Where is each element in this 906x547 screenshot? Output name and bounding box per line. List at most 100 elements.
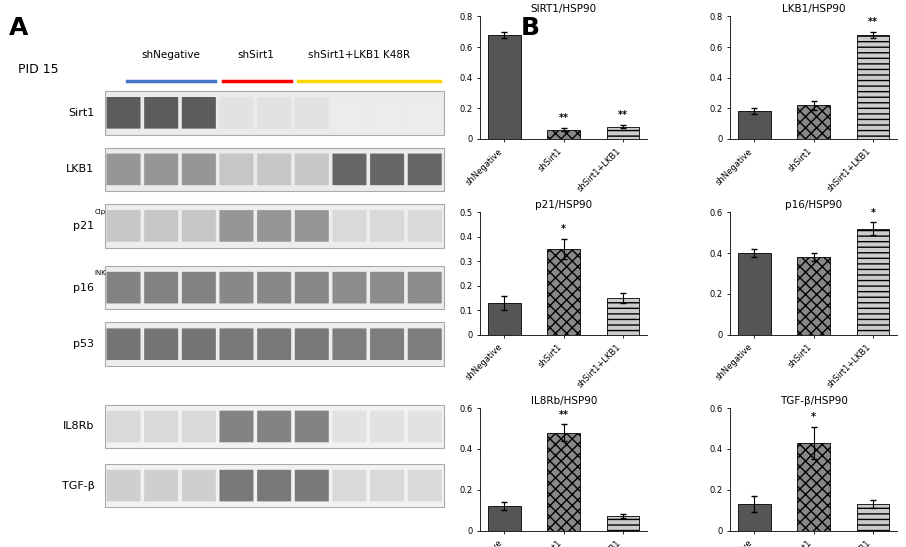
FancyBboxPatch shape (144, 272, 178, 304)
Text: IL8Rb: IL8Rb (63, 422, 94, 432)
FancyBboxPatch shape (107, 328, 140, 360)
FancyBboxPatch shape (333, 328, 366, 360)
FancyBboxPatch shape (257, 154, 291, 185)
FancyBboxPatch shape (257, 328, 291, 360)
FancyBboxPatch shape (182, 272, 216, 304)
FancyBboxPatch shape (107, 210, 140, 242)
FancyBboxPatch shape (219, 210, 254, 242)
FancyBboxPatch shape (107, 470, 140, 502)
Bar (488, 303, 521, 335)
FancyBboxPatch shape (370, 470, 404, 502)
FancyBboxPatch shape (144, 411, 178, 443)
FancyBboxPatch shape (107, 272, 140, 304)
Bar (737, 504, 771, 531)
FancyBboxPatch shape (294, 154, 329, 185)
Bar (607, 126, 640, 139)
FancyBboxPatch shape (408, 470, 442, 502)
FancyBboxPatch shape (219, 272, 254, 304)
FancyBboxPatch shape (107, 154, 140, 185)
Bar (547, 433, 580, 531)
Bar (607, 298, 640, 335)
Text: PID 15: PID 15 (18, 63, 58, 75)
FancyBboxPatch shape (370, 272, 404, 304)
FancyBboxPatch shape (182, 97, 216, 129)
FancyBboxPatch shape (107, 97, 140, 129)
Title: p16/HSP90: p16/HSP90 (786, 200, 843, 210)
FancyBboxPatch shape (257, 411, 291, 443)
Bar (797, 257, 830, 335)
FancyBboxPatch shape (370, 328, 404, 360)
FancyBboxPatch shape (333, 272, 366, 304)
Bar (737, 253, 771, 335)
Text: shSirt1: shSirt1 (237, 50, 275, 60)
Text: TGF-β: TGF-β (62, 481, 94, 491)
FancyBboxPatch shape (182, 210, 216, 242)
FancyBboxPatch shape (294, 97, 329, 129)
FancyBboxPatch shape (105, 405, 444, 449)
Text: **: ** (559, 113, 569, 123)
FancyBboxPatch shape (105, 148, 444, 191)
FancyBboxPatch shape (370, 97, 404, 129)
Text: shNegative: shNegative (141, 50, 200, 60)
FancyBboxPatch shape (144, 210, 178, 242)
Bar (607, 516, 640, 531)
FancyBboxPatch shape (408, 411, 442, 443)
Text: **: ** (868, 17, 878, 27)
Bar (737, 111, 771, 139)
FancyBboxPatch shape (408, 210, 442, 242)
Text: Sirt1: Sirt1 (68, 108, 94, 118)
FancyBboxPatch shape (219, 97, 254, 129)
FancyBboxPatch shape (219, 154, 254, 185)
FancyBboxPatch shape (257, 470, 291, 502)
Bar (547, 130, 580, 139)
Bar (797, 443, 830, 531)
FancyBboxPatch shape (257, 272, 291, 304)
FancyBboxPatch shape (105, 266, 444, 310)
FancyBboxPatch shape (257, 97, 291, 129)
FancyBboxPatch shape (333, 470, 366, 502)
FancyBboxPatch shape (105, 204, 444, 248)
FancyBboxPatch shape (105, 322, 444, 366)
FancyBboxPatch shape (182, 411, 216, 443)
FancyBboxPatch shape (333, 411, 366, 443)
FancyBboxPatch shape (333, 210, 366, 242)
Text: **: ** (618, 110, 628, 120)
Text: p16: p16 (73, 283, 94, 293)
FancyBboxPatch shape (408, 154, 442, 185)
FancyBboxPatch shape (333, 97, 366, 129)
FancyBboxPatch shape (294, 328, 329, 360)
Bar (797, 105, 830, 139)
FancyBboxPatch shape (144, 154, 178, 185)
FancyBboxPatch shape (219, 470, 254, 502)
Bar (547, 249, 580, 335)
FancyBboxPatch shape (219, 328, 254, 360)
Title: LKB1/HSP90: LKB1/HSP90 (782, 4, 845, 14)
FancyBboxPatch shape (294, 272, 329, 304)
FancyBboxPatch shape (408, 272, 442, 304)
Text: *: * (811, 412, 816, 422)
Bar (488, 35, 521, 139)
Bar (857, 504, 890, 531)
FancyBboxPatch shape (182, 470, 216, 502)
Title: p21/HSP90: p21/HSP90 (535, 200, 593, 210)
FancyBboxPatch shape (294, 411, 329, 443)
FancyBboxPatch shape (182, 328, 216, 360)
Text: p21: p21 (73, 221, 94, 231)
FancyBboxPatch shape (144, 328, 178, 360)
FancyBboxPatch shape (107, 411, 140, 443)
Text: p53: p53 (73, 339, 94, 349)
FancyBboxPatch shape (105, 91, 444, 135)
FancyBboxPatch shape (219, 411, 254, 443)
FancyBboxPatch shape (333, 154, 366, 185)
Bar (857, 229, 890, 335)
Bar (488, 506, 521, 531)
Text: A: A (9, 16, 28, 40)
Text: **: ** (559, 410, 569, 420)
FancyBboxPatch shape (257, 210, 291, 242)
FancyBboxPatch shape (408, 328, 442, 360)
Bar (857, 35, 890, 139)
FancyBboxPatch shape (105, 464, 444, 508)
Text: INK: INK (95, 270, 107, 276)
FancyBboxPatch shape (408, 97, 442, 129)
Text: *: * (562, 224, 566, 234)
